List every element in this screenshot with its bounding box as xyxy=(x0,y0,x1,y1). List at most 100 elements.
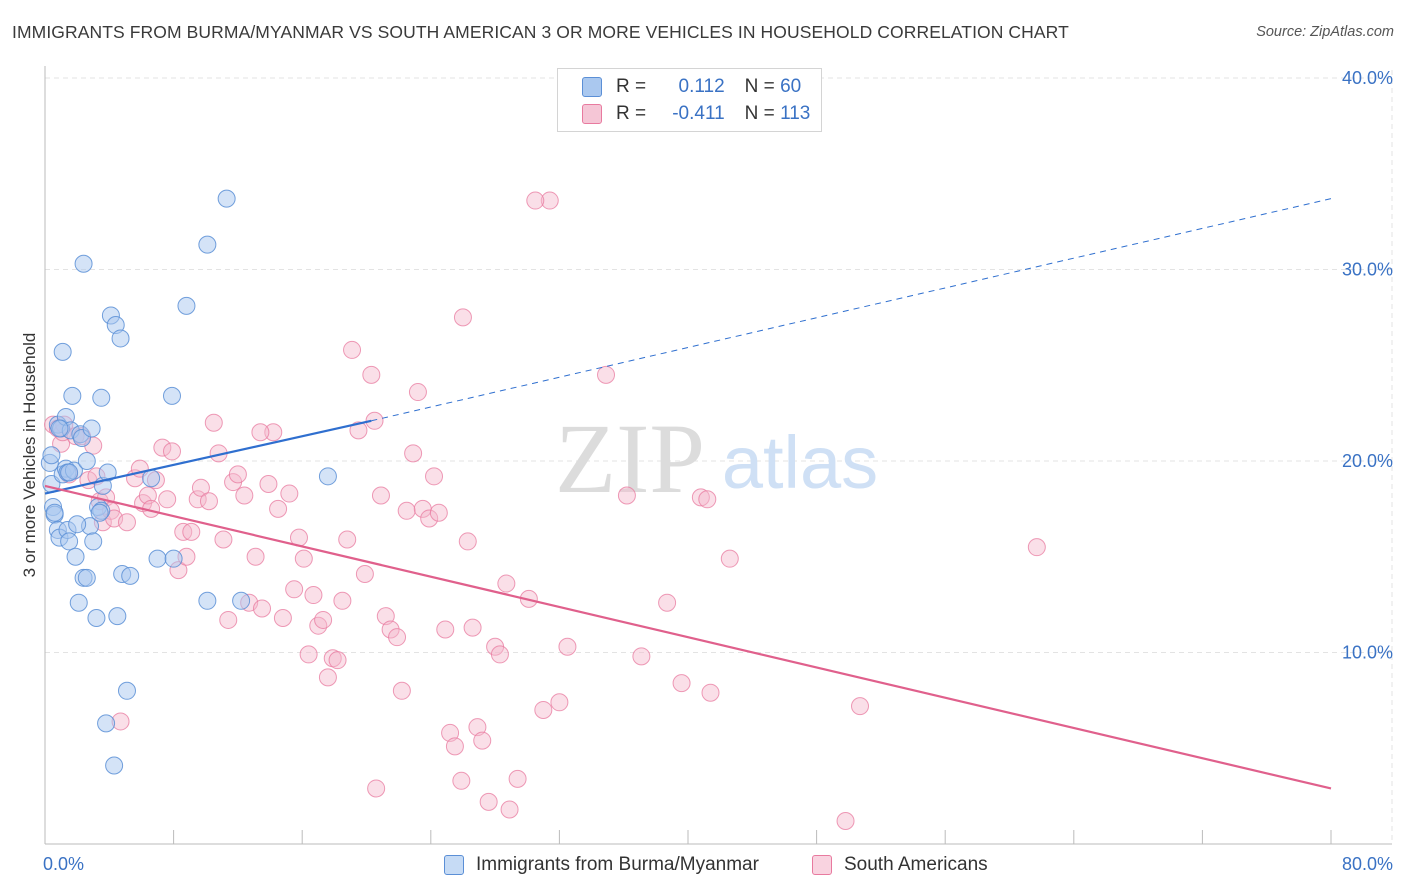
south-americans-point xyxy=(162,442,181,461)
burma-point xyxy=(63,386,82,405)
south-americans-point xyxy=(338,530,357,549)
south-americans-point xyxy=(458,532,477,551)
burma-point xyxy=(87,609,106,628)
south-americans-point xyxy=(333,591,352,610)
south-americans-point xyxy=(269,499,288,518)
watermark-atlas: atlas xyxy=(722,421,878,504)
south-americans-point xyxy=(365,411,384,430)
legend-r-value: -0.411 xyxy=(672,103,725,124)
correlation-legend: R = 0.112 N = 60 R = -0.411 N = 113 xyxy=(557,68,822,132)
x-tick-label: 0.0% xyxy=(43,854,84,874)
south-americans-point xyxy=(246,547,265,566)
burma-point xyxy=(148,549,167,568)
chart-title: IMMIGRANTS FROM BURMA/MYANMAR VS SOUTH A… xyxy=(12,22,1069,42)
south-americans-point xyxy=(349,421,368,440)
burma-point xyxy=(84,532,103,551)
south-americans-point xyxy=(408,383,427,402)
burma-point xyxy=(108,607,127,626)
south-americans-point xyxy=(235,486,254,505)
burma-point xyxy=(77,568,96,587)
south-americans-point xyxy=(294,549,313,568)
south-americans-point xyxy=(228,465,247,484)
south-americans-point xyxy=(367,779,386,798)
south-americans-point xyxy=(441,723,460,742)
south-americans-point xyxy=(672,674,691,693)
legend-row-south-americans: R = -0.411 N = 113 xyxy=(582,102,810,126)
legend-row-burma: R = 0.112 N = 60 xyxy=(582,75,801,99)
burma-point xyxy=(68,515,87,534)
y-tick-label: 40.0% xyxy=(1342,68,1393,88)
burma-point xyxy=(90,503,109,522)
south-americans-point xyxy=(691,488,710,507)
south-americans-point xyxy=(314,610,333,629)
y-tick-label: 10.0% xyxy=(1342,643,1393,663)
burma-point xyxy=(97,714,116,733)
south-americans-point xyxy=(318,668,337,687)
bottom-legend-label: South Americans xyxy=(844,854,988,875)
burma-point xyxy=(77,452,96,470)
burma-point xyxy=(92,388,111,407)
south-americans-point xyxy=(540,191,559,210)
legend-r-value: 0.112 xyxy=(678,76,725,97)
legend-n-value: 113 xyxy=(780,103,811,124)
burma-point xyxy=(66,547,85,566)
south-americans-point xyxy=(397,501,416,520)
south-americans-point xyxy=(617,486,636,505)
tick-labels: 10.0% 20.0% 30.0% 40.0% 0.0% 80.0% xyxy=(43,68,1393,874)
south-americans-point xyxy=(500,800,519,819)
axes xyxy=(44,66,1392,845)
south-americans-point xyxy=(851,697,870,716)
south-americans-point xyxy=(273,609,292,628)
burma-point xyxy=(117,681,136,700)
burma-point xyxy=(60,463,79,482)
south-americans-point xyxy=(392,681,411,700)
legend-r-label: R = xyxy=(616,76,647,97)
south-americans-point xyxy=(191,478,210,497)
watermark-zip: ZIP xyxy=(555,403,705,514)
south-americans-point xyxy=(253,599,272,618)
south-americans-point xyxy=(425,467,444,486)
zipatlas-watermark: ZIP atlas xyxy=(555,403,878,514)
south-americans-point xyxy=(299,645,318,664)
south-americans-point xyxy=(251,423,270,442)
south-americans-point xyxy=(138,486,157,505)
south-americans-point xyxy=(309,616,328,635)
bottom-legend-burma: Immigrants from Burma/Myanmar xyxy=(444,852,759,878)
bottom-legend-south-americans: South Americans xyxy=(812,852,988,878)
south-americans-point xyxy=(420,509,439,528)
south-americans-point xyxy=(280,484,299,503)
south-americans-point xyxy=(534,700,553,719)
south-americans-point xyxy=(355,564,374,583)
south-americans-point xyxy=(463,618,482,637)
bottom-legend-swatch-blue xyxy=(444,855,464,875)
gridlines xyxy=(45,70,1393,844)
south-americans-point xyxy=(479,792,498,811)
y-tick-label: 20.0% xyxy=(1342,451,1393,471)
south-americans-point xyxy=(388,628,407,647)
burma-point xyxy=(121,566,140,585)
bottom-legend-swatch-pink xyxy=(812,855,832,875)
burma-point xyxy=(82,419,101,438)
south-americans-point xyxy=(490,645,509,664)
south-americans-point xyxy=(558,637,577,656)
trendlines xyxy=(44,198,1332,790)
burma-point xyxy=(53,342,72,361)
source-label: Source: ZipAtlas.com xyxy=(1256,24,1394,40)
south-americans-point xyxy=(285,580,304,599)
south-americans-point xyxy=(343,340,362,359)
burma-point xyxy=(69,593,88,612)
south-americans-point xyxy=(182,522,201,541)
legend-swatch-pink xyxy=(582,104,602,124)
south-americans-point xyxy=(1027,538,1046,557)
south-americans-points xyxy=(44,191,1046,831)
south-americans-point xyxy=(376,607,395,626)
burma-point xyxy=(177,296,196,315)
south-americans-point xyxy=(219,610,238,629)
burma-point xyxy=(162,386,181,405)
south-americans-point xyxy=(188,490,207,509)
south-americans-point xyxy=(632,647,651,666)
burma-point xyxy=(198,591,217,610)
burma-points xyxy=(40,189,337,775)
south-americans-point xyxy=(436,620,455,639)
burma-point xyxy=(164,549,183,568)
